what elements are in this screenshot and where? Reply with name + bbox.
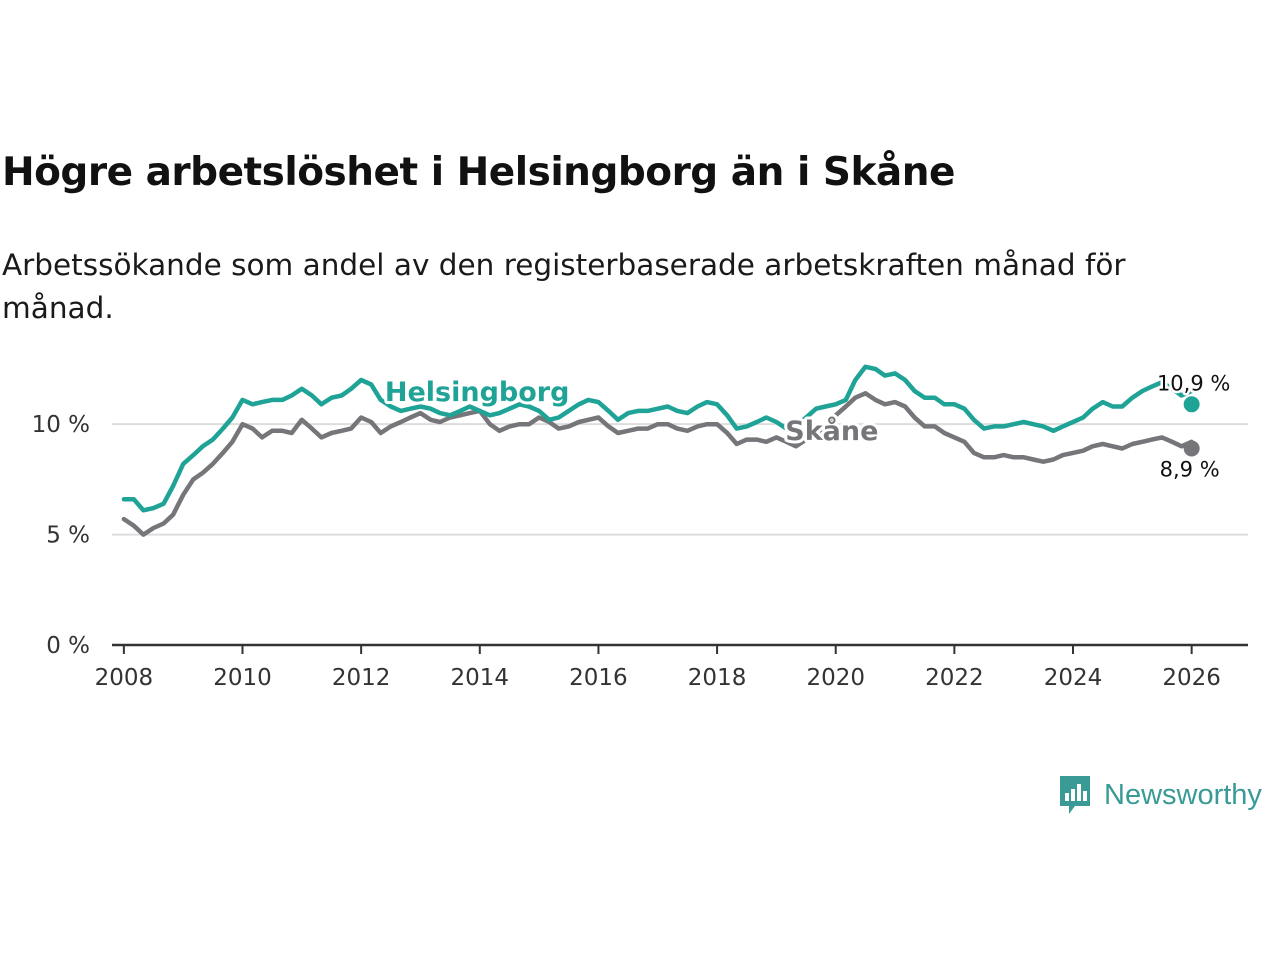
end-label-skane: 8,9 % xyxy=(1160,457,1220,481)
chart-title: Högre arbetslöshet i Helsingborg än i Sk… xyxy=(2,150,955,195)
y-axis: 0 % 5 % 10 % xyxy=(32,412,90,659)
x-tick-label: 2022 xyxy=(925,665,984,691)
x-tick-label: 2016 xyxy=(569,665,628,691)
series-line-helsingborg xyxy=(121,364,1194,513)
x-tick-label: 2024 xyxy=(1044,665,1103,691)
x-tick-label: 2008 xyxy=(95,665,154,691)
chart-subtitle: Arbetssökande som andel av den registerb… xyxy=(2,248,1126,325)
series-label-helsingborg: Helsingborg xyxy=(385,377,570,408)
newsworthy-brand: Newsworthy xyxy=(1058,772,1262,818)
x-tick-label: 2018 xyxy=(688,665,747,691)
end-point-helsingborg xyxy=(1183,396,1200,413)
x-tick-label: 2020 xyxy=(806,665,865,691)
newsworthy-logo-icon xyxy=(1060,776,1090,814)
series-label-skane: Skåne xyxy=(785,415,878,447)
x-tick-label: 2014 xyxy=(451,665,510,691)
x-tick-label: 2010 xyxy=(213,665,272,691)
end-label-helsingborg: 10,9 % xyxy=(1157,371,1230,395)
x-tick-label: 2012 xyxy=(332,665,391,691)
x-axis: 2008 2010 2012 2014 2016 2018 2020 2022 2024 2026 xyxy=(95,643,1248,691)
series-lines xyxy=(121,364,1200,537)
y-tick-label: 0 % xyxy=(46,633,90,659)
series-line-skane xyxy=(121,391,1194,537)
x-tick-label: 2026 xyxy=(1162,665,1221,691)
series-labels: Helsingborg Skåne 10,9 % 8,9 % xyxy=(382,369,1233,484)
brand-name: Newsworthy xyxy=(1104,778,1262,811)
end-point-skane xyxy=(1183,440,1200,457)
grid-lines xyxy=(112,423,1248,536)
y-tick-label: 5 % xyxy=(46,523,90,549)
y-tick-label: 10 % xyxy=(32,412,90,438)
